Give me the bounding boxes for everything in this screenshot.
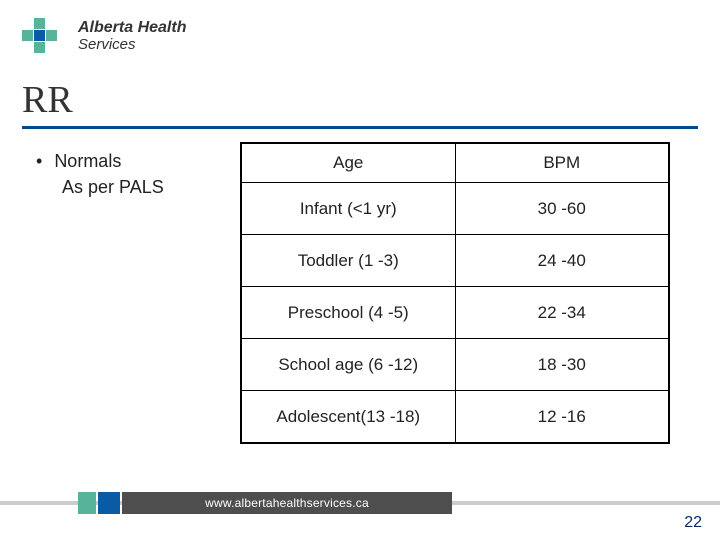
ahs-logo-icon: [22, 18, 70, 54]
rr-table: Age BPM Infant (<1 yr) 30 -60 Toddler (1…: [240, 142, 670, 444]
logo-text: Alberta Health Services: [78, 20, 186, 53]
table-row: Infant (<1 yr) 30 -60: [242, 182, 668, 234]
table-cell: 30 -60: [455, 183, 669, 234]
table-row: Adolescent(13 -18) 12 -16: [242, 390, 668, 442]
page-number: 22: [684, 514, 702, 532]
footer-green-block: [78, 492, 96, 514]
table-cell: Toddler (1 -3): [242, 235, 455, 286]
bullet-subtext: As per PALS: [62, 174, 164, 200]
page-title: RR: [22, 78, 73, 122]
table-cell: Preschool (4 -5): [242, 287, 455, 338]
table-cell: Infant (<1 yr): [242, 183, 455, 234]
table-cell: School age (6 -12): [242, 339, 455, 390]
footer-bar: www.albertahealthservices.ca: [0, 492, 720, 514]
table-row: Preschool (4 -5) 22 -34: [242, 286, 668, 338]
table-cell: 12 -16: [455, 391, 669, 442]
footer-url: www.albertahealthservices.ca: [205, 496, 369, 510]
table-row: School age (6 -12) 18 -30: [242, 338, 668, 390]
table-cell: 22 -34: [455, 287, 669, 338]
bullet-item: Normals: [36, 148, 164, 174]
bullet-text: Normals: [54, 148, 121, 174]
footer-url-strip: www.albertahealthservices.ca: [122, 492, 452, 514]
bullet-list: Normals As per PALS: [36, 148, 164, 200]
logo-line1: Alberta Health: [78, 20, 186, 37]
logo-line2: Services: [78, 37, 186, 53]
logo: Alberta Health Services: [22, 18, 186, 54]
table-cell: Adolescent(13 -18): [242, 391, 455, 442]
table-row: Toddler (1 -3) 24 -40: [242, 234, 668, 286]
table-header-row: Age BPM: [242, 144, 668, 182]
title-underline: [22, 126, 698, 129]
bullet-dot-icon: [36, 148, 42, 174]
table-cell: 24 -40: [455, 235, 669, 286]
footer-blue-block: [98, 492, 120, 514]
table-header-cell: Age: [242, 144, 455, 182]
table-header-cell: BPM: [455, 144, 669, 182]
table-cell: 18 -30: [455, 339, 669, 390]
